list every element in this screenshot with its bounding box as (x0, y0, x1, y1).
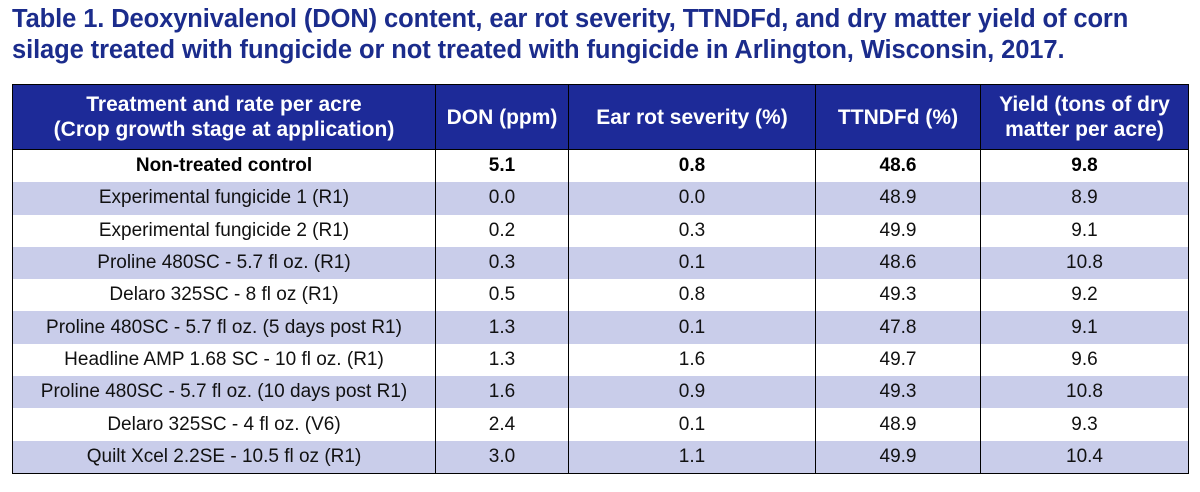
cell-yield: 10.8 (980, 246, 1189, 280)
cell-ear-rot: 0.8 (568, 149, 816, 183)
caption-line-2: silage treated with fungicide or not tre… (12, 36, 1065, 64)
cell-ttndfd: 48.6 (815, 246, 981, 280)
cell-ear-rot: 0.1 (568, 246, 816, 280)
table-row: Delaro 325SC - 4 fl oz. (V6) 2.4 0.1 48.… (12, 408, 1189, 441)
table-row: Proline 480SC - 5.7 fl oz. (10 days post… (12, 376, 1189, 409)
cell-ear-rot: 1.1 (568, 440, 816, 474)
table-row: Experimental fungicide 2 (R1) 0.2 0.3 49… (12, 214, 1189, 247)
cell-don: 1.3 (435, 343, 569, 377)
table-row: Non-treated control 5.1 0.8 48.6 9.8 (12, 149, 1189, 183)
cell-yield: 9.8 (980, 149, 1189, 183)
cell-ear-rot: 0.3 (568, 214, 816, 247)
caption-line-1: Table 1. Deoxynivalenol (DON) content, e… (12, 5, 1129, 33)
cell-don: 0.0 (435, 182, 569, 215)
header-treatment-line-2: (Crop growth stage at application) (53, 118, 395, 141)
cell-treatment: Delaro 325SC - 8 fl oz (R1) (12, 279, 436, 312)
cell-ttndfd: 48.6 (815, 149, 981, 183)
cell-ttndfd: 49.9 (815, 214, 981, 247)
table-row: Headline AMP 1.68 SC - 10 fl oz. (R1) 1.… (12, 343, 1189, 377)
cell-yield: 9.3 (980, 408, 1189, 441)
fungicide-results-table: Treatment and rate per acre (Crop growth… (12, 84, 1189, 474)
table-caption: Table 1. Deoxynivalenol (DON) content, e… (12, 4, 1192, 66)
header-don: DON (ppm) (435, 84, 569, 150)
cell-ttndfd: 49.3 (815, 279, 981, 312)
cell-treatment: Experimental fungicide 2 (R1) (12, 214, 436, 247)
header-ear-rot: Ear rot severity (%) (568, 84, 816, 150)
cell-don: 1.3 (435, 311, 569, 344)
cell-don: 2.4 (435, 408, 569, 441)
cell-ttndfd: 49.9 (815, 440, 981, 474)
cell-ttndfd: 49.7 (815, 343, 981, 377)
cell-ttndfd: 49.3 (815, 376, 981, 409)
cell-don: 0.3 (435, 246, 569, 280)
cell-ear-rot: 0.1 (568, 311, 816, 344)
table-row: Delaro 325SC - 8 fl oz (R1) 0.5 0.8 49.3… (12, 279, 1189, 312)
cell-ear-rot: 1.6 (568, 343, 816, 377)
cell-treatment: Non-treated control (12, 149, 436, 183)
header-yield-line-1: Yield (tons of dry (999, 93, 1170, 116)
cell-don: 1.6 (435, 376, 569, 409)
cell-yield: 9.6 (980, 343, 1189, 377)
table-body: Non-treated control 5.1 0.8 48.6 9.8 Exp… (12, 149, 1189, 474)
table-row: Experimental fungicide 1 (R1) 0.0 0.0 48… (12, 182, 1189, 215)
cell-yield: 9.1 (980, 214, 1189, 247)
cell-ttndfd: 48.9 (815, 408, 981, 441)
table-row: Proline 480SC - 5.7 fl oz. (5 days post … (12, 311, 1189, 344)
cell-treatment: Experimental fungicide 1 (R1) (12, 182, 436, 215)
table-row: Proline 480SC - 5.7 fl oz. (R1) 0.3 0.1 … (12, 246, 1189, 280)
cell-yield: 9.1 (980, 311, 1189, 344)
cell-treatment: Proline 480SC - 5.7 fl oz. (5 days post … (12, 311, 436, 344)
cell-don: 0.5 (435, 279, 569, 312)
table-header: Treatment and rate per acre (Crop growth… (12, 84, 1189, 150)
header-treatment-line-1: Treatment and rate per acre (86, 93, 362, 116)
cell-ear-rot: 0.9 (568, 376, 816, 409)
cell-yield: 10.8 (980, 376, 1189, 409)
cell-treatment: Proline 480SC - 5.7 fl oz. (10 days post… (12, 376, 436, 409)
header-row: Treatment and rate per acre (Crop growth… (12, 84, 1189, 150)
cell-treatment: Proline 480SC - 5.7 fl oz. (R1) (12, 246, 436, 280)
cell-treatment: Headline AMP 1.68 SC - 10 fl oz. (R1) (12, 343, 436, 377)
cell-ttndfd: 48.9 (815, 182, 981, 215)
cell-don: 5.1 (435, 149, 569, 183)
cell-ear-rot: 0.1 (568, 408, 816, 441)
cell-yield: 9.2 (980, 279, 1189, 312)
cell-yield: 8.9 (980, 182, 1189, 215)
cell-yield: 10.4 (980, 440, 1189, 474)
cell-don: 0.2 (435, 214, 569, 247)
cell-treatment: Quilt Xcel 2.2SE - 10.5 fl oz (R1) (12, 440, 436, 474)
cell-ear-rot: 0.0 (568, 182, 816, 215)
header-yield: Yield (tons of dry matter per acre) (980, 84, 1189, 150)
cell-don: 3.0 (435, 440, 569, 474)
header-treatment: Treatment and rate per acre (Crop growth… (12, 84, 436, 150)
cell-treatment: Delaro 325SC - 4 fl oz. (V6) (12, 408, 436, 441)
header-yield-line-2: matter per acre) (1005, 118, 1164, 141)
header-ttndfd: TTNDFd (%) (815, 84, 981, 150)
cell-ttndfd: 47.8 (815, 311, 981, 344)
table-row: Quilt Xcel 2.2SE - 10.5 fl oz (R1) 3.0 1… (12, 440, 1189, 474)
cell-ear-rot: 0.8 (568, 279, 816, 312)
